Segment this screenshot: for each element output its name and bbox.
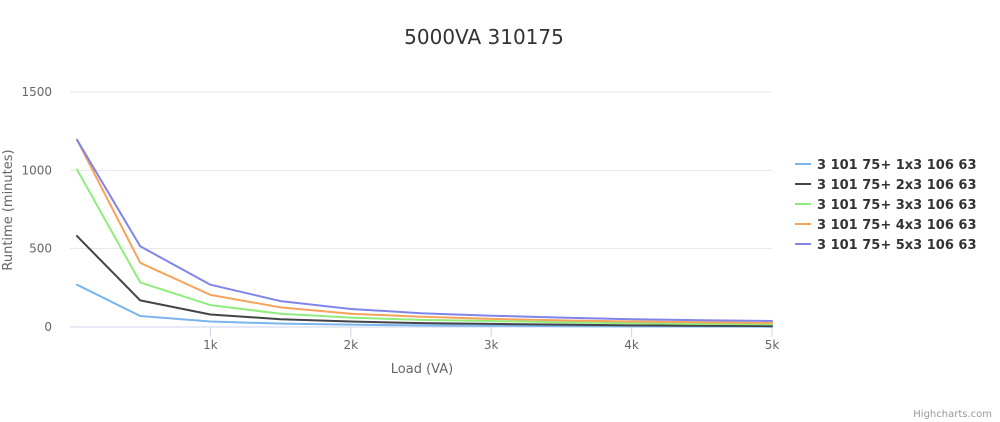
series-lines [76, 138, 773, 328]
y-tick-label: 1500 [21, 85, 52, 99]
y-axis-title: Runtime (minutes) [1, 149, 16, 270]
series-line-4[interactable] [76, 138, 773, 324]
legend-item[interactable]: 3 101 75+ 3x3 106 63 [795, 198, 977, 213]
x-tick-label: 1k [203, 338, 218, 352]
x-tick-label: 3k [484, 338, 499, 352]
x-tick-label: 4k [624, 338, 639, 352]
grid-lines [70, 91, 772, 250]
legend-item[interactable]: 3 101 75+ 2x3 106 63 [795, 178, 977, 193]
chart-title: 5000VA 310175 [404, 25, 564, 49]
y-tick-label: 500 [29, 242, 52, 256]
legend-label: 3 101 75+ 3x3 106 63 [817, 198, 977, 213]
legend-label: 3 101 75+ 1x3 106 63 [817, 158, 977, 173]
y-tick-label: 1000 [21, 163, 52, 177]
axes: 0 500 1000 1500 1k 2k 3k 4k 5k [21, 85, 779, 352]
legend-label: 3 101 75+ 4x3 106 63 [817, 218, 977, 233]
legend-item[interactable]: 3 101 75+ 4x3 106 63 [795, 218, 977, 233]
legend: 3 101 75+ 1x3 106 63 3 101 75+ 2x3 106 63… [795, 158, 977, 253]
series-line-2[interactable] [76, 235, 773, 328]
x-axis-title: Load (VA) [391, 362, 453, 377]
credits-link[interactable]: Highcharts.com [913, 409, 992, 420]
legend-label: 3 101 75+ 5x3 106 63 [817, 238, 977, 253]
legend-label: 3 101 75+ 2x3 106 63 [817, 178, 977, 193]
x-tick-label: 5k [765, 338, 780, 352]
series-line-5[interactable] [76, 138, 773, 322]
legend-item[interactable]: 3 101 75+ 1x3 106 63 [795, 158, 977, 173]
y-tick-label: 0 [44, 320, 52, 334]
legend-item[interactable]: 3 101 75+ 5x3 106 63 [795, 238, 977, 253]
series-line-3[interactable] [76, 168, 773, 326]
x-tick-label: 2k [344, 338, 359, 352]
